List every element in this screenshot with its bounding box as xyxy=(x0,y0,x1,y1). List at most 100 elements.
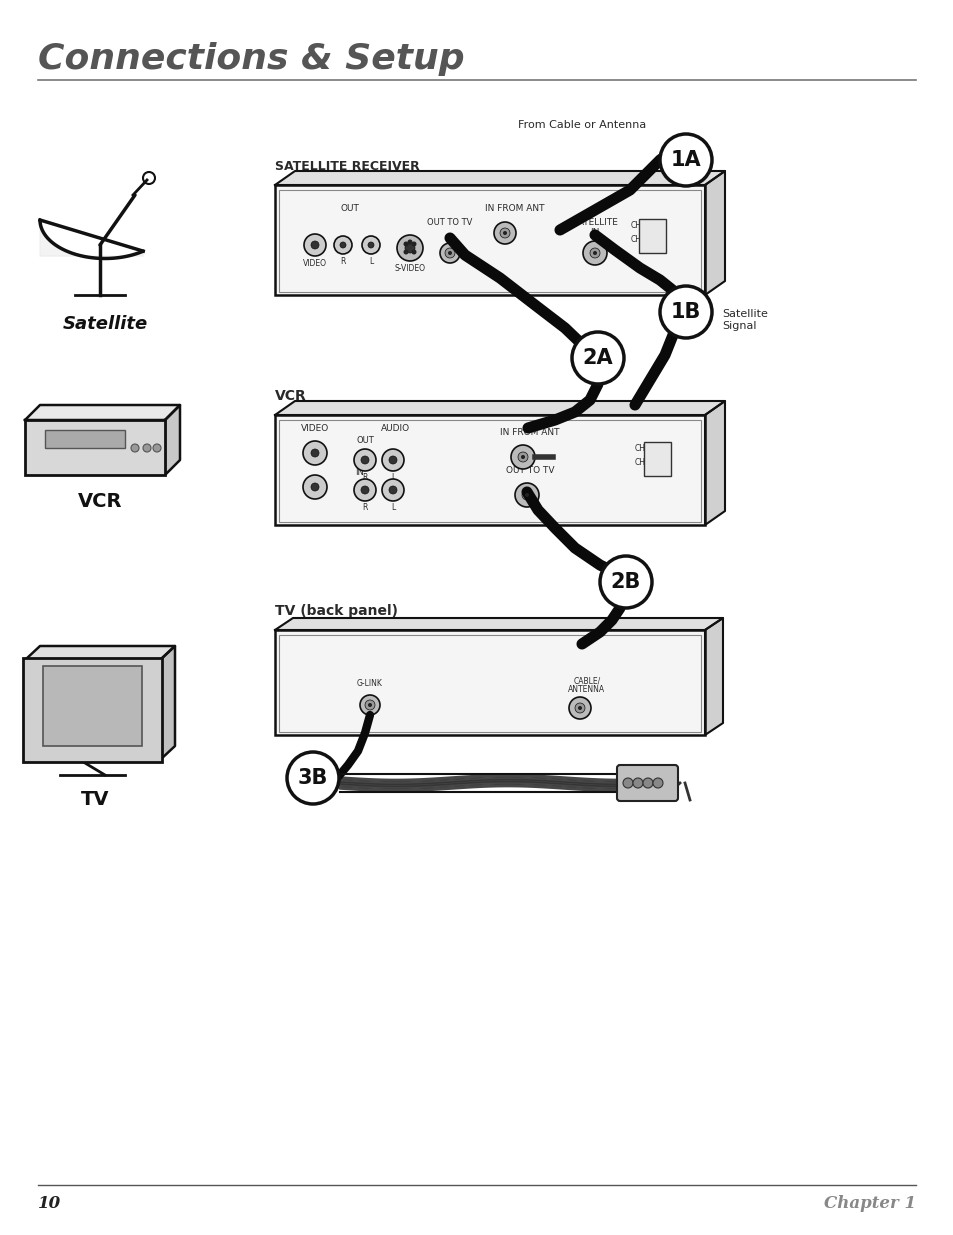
Polygon shape xyxy=(25,646,174,659)
Polygon shape xyxy=(274,618,722,630)
Circle shape xyxy=(448,251,452,254)
Text: R: R xyxy=(362,503,367,513)
Circle shape xyxy=(589,248,599,258)
Circle shape xyxy=(304,233,326,256)
Circle shape xyxy=(131,445,139,452)
Text: VIDEO: VIDEO xyxy=(300,424,329,433)
Circle shape xyxy=(520,454,524,459)
Polygon shape xyxy=(165,405,180,475)
Circle shape xyxy=(412,242,416,246)
Circle shape xyxy=(578,706,581,710)
Circle shape xyxy=(582,241,606,266)
FancyBboxPatch shape xyxy=(617,764,678,802)
Circle shape xyxy=(659,287,711,338)
Circle shape xyxy=(368,242,374,248)
Circle shape xyxy=(311,483,318,492)
Circle shape xyxy=(152,445,161,452)
Text: Satellite
Signal: Satellite Signal xyxy=(721,309,767,331)
Polygon shape xyxy=(25,405,180,420)
Circle shape xyxy=(517,452,527,462)
Circle shape xyxy=(405,243,415,253)
Circle shape xyxy=(368,703,372,706)
Polygon shape xyxy=(160,646,174,760)
Text: ANTENNA: ANTENNA xyxy=(568,685,605,694)
Text: IN FROM ANT: IN FROM ANT xyxy=(499,429,559,437)
Circle shape xyxy=(404,251,407,254)
Text: CH3: CH3 xyxy=(635,445,650,453)
Text: IN: IN xyxy=(590,228,599,237)
Polygon shape xyxy=(704,618,722,735)
Circle shape xyxy=(354,479,375,501)
Text: 3B: 3B xyxy=(297,768,328,788)
Text: VCR: VCR xyxy=(274,389,307,403)
Circle shape xyxy=(404,242,407,246)
Circle shape xyxy=(622,778,633,788)
Text: Chapter 1: Chapter 1 xyxy=(823,1195,915,1212)
Text: VCR: VCR xyxy=(77,492,122,511)
Circle shape xyxy=(439,243,459,263)
Circle shape xyxy=(599,556,651,608)
Text: 1A: 1A xyxy=(670,149,700,170)
Text: IN FROM ANT: IN FROM ANT xyxy=(485,204,544,212)
Text: CABLE/: CABLE/ xyxy=(573,676,600,685)
Circle shape xyxy=(502,231,506,235)
Circle shape xyxy=(389,456,396,464)
FancyBboxPatch shape xyxy=(43,666,142,746)
Circle shape xyxy=(444,248,455,258)
Text: R: R xyxy=(340,257,345,266)
Circle shape xyxy=(524,493,529,496)
Text: IN: IN xyxy=(355,468,364,477)
Polygon shape xyxy=(274,170,724,185)
Text: TV (back panel): TV (back panel) xyxy=(274,604,397,618)
Circle shape xyxy=(339,242,346,248)
Circle shape xyxy=(412,251,416,254)
Text: Connections & Setup: Connections & Setup xyxy=(38,42,464,77)
Circle shape xyxy=(359,695,379,715)
Circle shape xyxy=(143,445,151,452)
Circle shape xyxy=(568,697,590,719)
Text: L: L xyxy=(391,473,395,482)
Text: TV: TV xyxy=(81,790,110,809)
Circle shape xyxy=(642,778,652,788)
Circle shape xyxy=(521,490,532,500)
FancyBboxPatch shape xyxy=(45,430,125,448)
Polygon shape xyxy=(40,220,143,258)
Circle shape xyxy=(408,240,412,243)
Circle shape xyxy=(396,235,422,261)
Circle shape xyxy=(334,236,352,254)
FancyBboxPatch shape xyxy=(274,415,704,525)
Text: 10: 10 xyxy=(38,1195,61,1212)
Text: L: L xyxy=(369,257,373,266)
Text: SATELLITE: SATELLITE xyxy=(572,219,618,227)
FancyBboxPatch shape xyxy=(274,630,704,735)
Circle shape xyxy=(515,483,538,508)
Circle shape xyxy=(311,450,318,457)
FancyBboxPatch shape xyxy=(274,185,704,295)
Text: OUT TO TV: OUT TO TV xyxy=(427,219,472,227)
Text: OUT: OUT xyxy=(355,436,374,445)
Circle shape xyxy=(365,700,375,710)
FancyBboxPatch shape xyxy=(23,658,162,762)
Text: VIDEO: VIDEO xyxy=(303,259,327,268)
Circle shape xyxy=(360,456,369,464)
Text: CH4: CH4 xyxy=(635,458,650,467)
Text: From Cable or Antenna: From Cable or Antenna xyxy=(517,120,645,130)
Text: OUT: OUT xyxy=(340,204,359,212)
Text: CH4: CH4 xyxy=(630,235,646,245)
Text: S-VIDEO: S-VIDEO xyxy=(395,264,425,273)
Text: AUDIO: AUDIO xyxy=(380,424,409,433)
Circle shape xyxy=(659,135,711,186)
Circle shape xyxy=(381,450,403,471)
FancyBboxPatch shape xyxy=(643,442,670,475)
Circle shape xyxy=(311,241,318,249)
Circle shape xyxy=(499,228,510,238)
Circle shape xyxy=(303,441,327,466)
Circle shape xyxy=(287,752,338,804)
Text: 2B: 2B xyxy=(610,572,640,592)
Polygon shape xyxy=(704,401,724,525)
Circle shape xyxy=(389,487,396,494)
Text: 2A: 2A xyxy=(582,348,613,368)
Circle shape xyxy=(593,251,597,254)
Circle shape xyxy=(511,445,535,469)
Circle shape xyxy=(360,487,369,494)
